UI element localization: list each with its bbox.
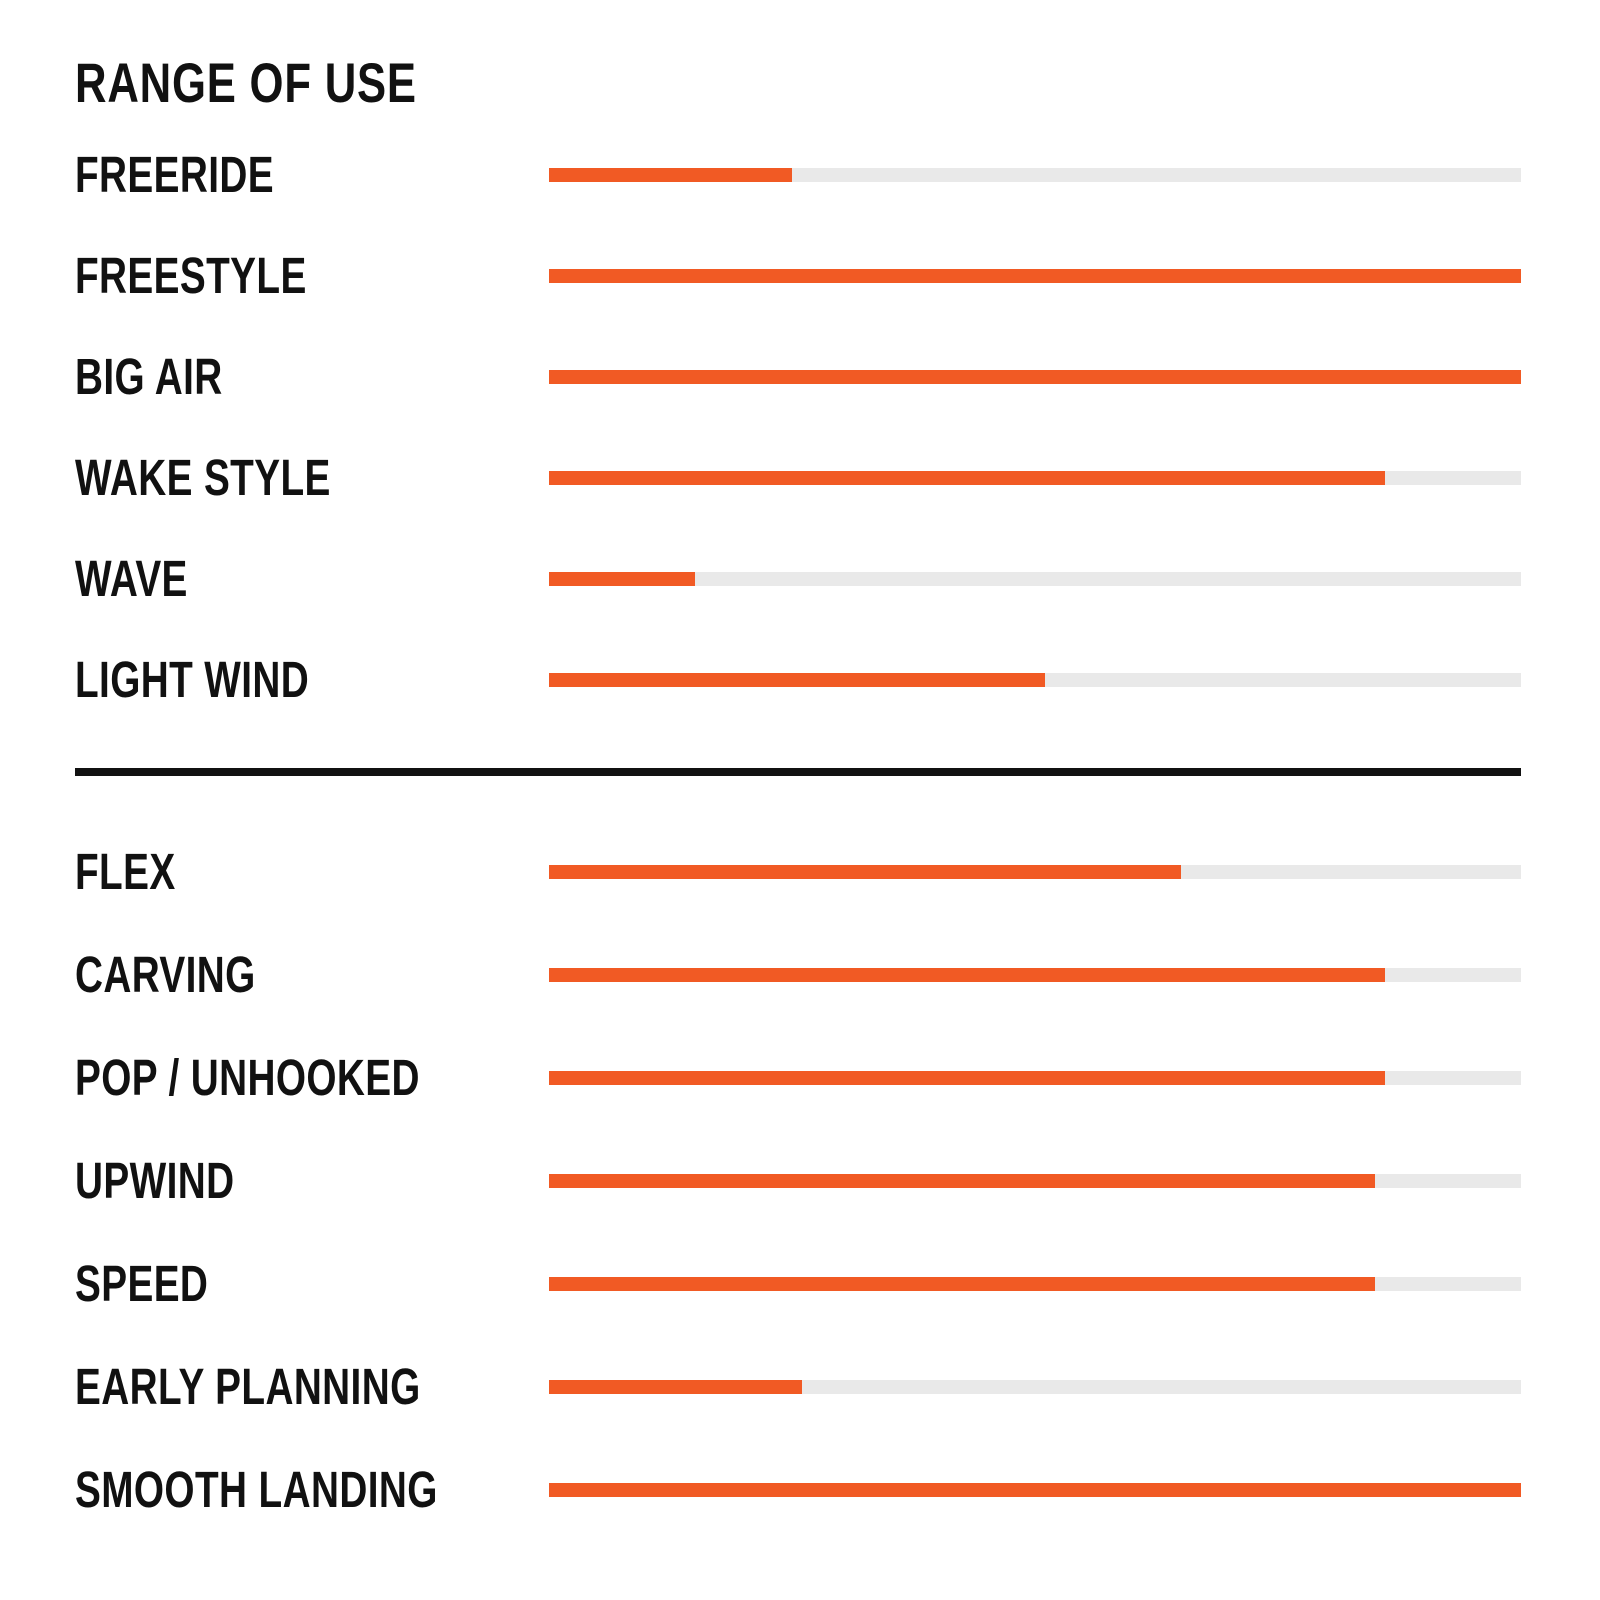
bar-track [549,864,1521,879]
bar-fill [549,369,1521,384]
section-divider [75,768,1521,776]
chart-row: FREERIDE [75,124,1521,225]
chart-row: BIG AIR [75,326,1521,427]
bar-track [549,1173,1521,1188]
row-label: FLEX [75,843,176,900]
chart-row: WAKE STYLE [75,427,1521,528]
row-label: LIGHT WIND [75,651,310,708]
chart-row: POP / UNHOOKED [75,1026,1521,1129]
chart-row: LIGHT WIND [75,629,1521,730]
chart-title: RANGE OF USE [75,51,417,114]
row-label: WAKE STYLE [75,449,331,506]
bar-fill [549,1070,1385,1085]
chart-row: EARLY PLANNING [75,1335,1521,1438]
chart-row: WAVE [75,528,1521,629]
row-label: BIG AIR [75,348,223,405]
row-label: SPEED [75,1255,209,1312]
bar-track [549,470,1521,485]
chart-row: FLEX [75,820,1521,923]
row-label: WAVE [75,550,188,607]
chart-row: CARVING [75,923,1521,1026]
row-label: POP / UNHOOKED [75,1049,420,1106]
bar-track [549,672,1521,687]
chart-row: SPEED [75,1232,1521,1335]
chart-row: FREESTYLE [75,225,1521,326]
bar-track [549,571,1521,586]
bar-fill [549,864,1181,879]
row-label: UPWIND [75,1152,235,1209]
bar-track [549,268,1521,283]
chart-row: UPWIND [75,1129,1521,1232]
bar-fill [549,1173,1376,1188]
bar-track [549,1070,1521,1085]
bar-fill [549,967,1385,982]
row-label: FREERIDE [75,146,275,203]
bar-track [549,369,1521,384]
row-label: CARVING [75,946,256,1003]
bar-fill [549,672,1045,687]
row-label: FREESTYLE [75,247,307,304]
bar-fill [549,268,1521,283]
bar-track [549,1379,1521,1394]
bar-track [549,167,1521,182]
row-label: EARLY PLANNING [75,1358,421,1415]
bar-fill [549,571,695,586]
chart-row: SMOOTH LANDING [75,1438,1521,1541]
section-board-characteristics: FLEX CARVING POP / UNHOOKED UPWIND SPEED… [75,820,1521,1541]
bar-fill [549,1379,802,1394]
bar-track [549,1276,1521,1291]
row-label: SMOOTH LANDING [75,1461,438,1518]
bar-fill [549,1276,1376,1291]
section-range-of-use: FREERIDE FREESTYLE BIG AIR WAKE STYLE WA… [75,124,1521,730]
bar-track [549,967,1521,982]
bar-fill [549,1482,1521,1497]
bar-track [549,1482,1521,1497]
bar-fill [549,167,792,182]
bar-fill [549,470,1385,485]
